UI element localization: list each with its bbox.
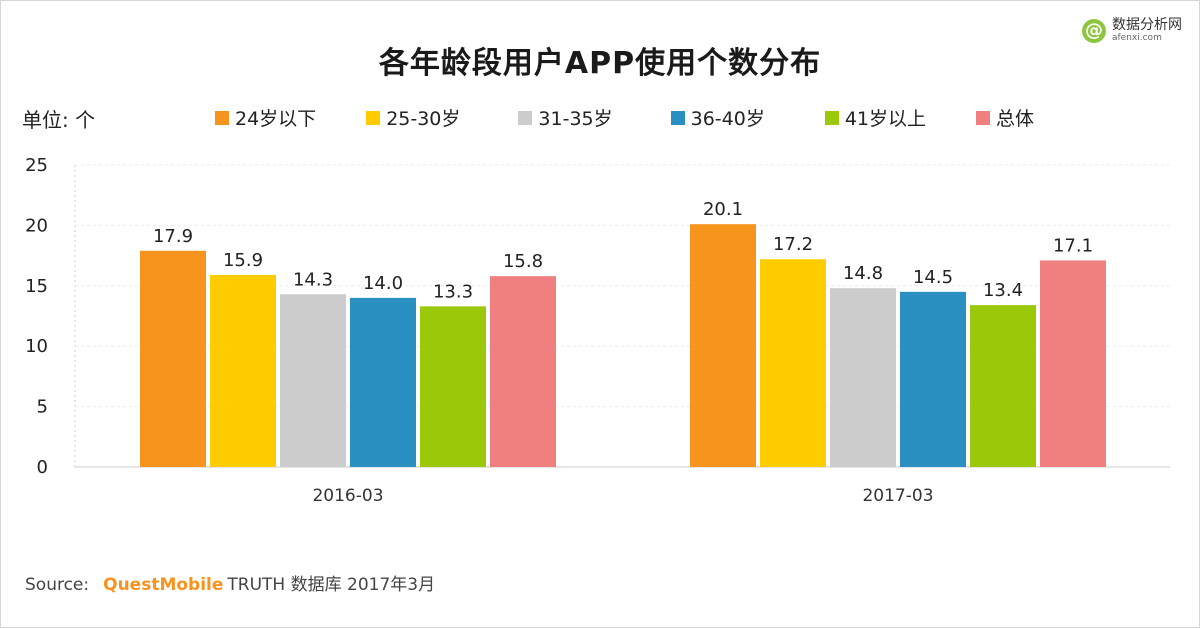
bar-value-label: 20.1: [703, 199, 743, 220]
legend-item: 36-40岁: [670, 104, 765, 131]
afenxi-logo: @ 数据分析网 afenxi.com: [1082, 18, 1182, 43]
bar-value-label: 17.1: [1053, 235, 1093, 256]
bar-value-label: 13.4: [983, 280, 1023, 301]
source-prefix: Source:: [25, 575, 90, 595]
bar-value-label: 17.9: [153, 226, 193, 247]
legend-item: 41岁以上: [824, 104, 927, 131]
legend-swatch: [215, 110, 229, 125]
bar: [1040, 260, 1106, 467]
legend-item: 24岁以下: [215, 104, 316, 131]
at-logo-icon: @: [1082, 18, 1106, 43]
legend-item: 25-30岁: [366, 104, 460, 131]
chart-title: 各年龄段用户APP使用个数分布: [378, 46, 822, 81]
y-tick-label: 25: [25, 155, 48, 176]
legend-label: 36-40岁: [690, 108, 765, 130]
y-tick-label: 15: [25, 276, 48, 297]
legend-item: 总体: [976, 104, 1034, 131]
bar: [280, 294, 346, 467]
y-tick-label: 20: [25, 215, 48, 236]
legend-label: 31-35岁: [538, 108, 613, 130]
bar: [900, 291, 966, 467]
bar: [140, 250, 206, 467]
logo-site: afenxi.com: [1112, 33, 1162, 43]
bar: [970, 305, 1036, 467]
bar: [420, 306, 486, 467]
chart-legend: 24岁以下 25-30岁 31-35岁 36-40岁 41岁以上 总体: [215, 104, 1034, 131]
legend-swatch: [824, 110, 839, 125]
bar-value-label: 14.8: [843, 263, 883, 284]
legend-label: 41岁以上: [844, 108, 927, 130]
source-brand: QuestMobile: [103, 575, 224, 595]
legend-item: 31-35岁: [518, 104, 613, 131]
legend-swatch: [670, 110, 685, 125]
logo-name: 数据分析网: [1112, 17, 1182, 33]
x-category-label: 2017-03: [862, 486, 933, 506]
legend-swatch: [518, 110, 533, 125]
bar-value-label: 15.9: [223, 250, 263, 271]
bar: [490, 276, 556, 467]
y-tick-label: 10: [25, 336, 48, 357]
y-tick-label: 0: [37, 457, 48, 478]
bar: [760, 259, 826, 467]
bar-value-label: 13.3: [433, 281, 473, 302]
bar: [210, 274, 276, 467]
bar: [350, 297, 416, 467]
source-note: Source: QuestMobile TRUTH 数据库 2017年3月: [25, 570, 435, 595]
x-category-label: 2016-03: [312, 486, 383, 506]
legend-label: 25-30岁: [386, 108, 461, 130]
y-tick-label: 5: [37, 397, 48, 418]
bar-value-label: 14.3: [293, 269, 333, 290]
legend-label: 总体: [996, 108, 1035, 130]
bar-value-label: 14.5: [913, 267, 953, 288]
legend-swatch: [976, 110, 991, 125]
bar: [690, 224, 756, 467]
bar-value-label: 14.0: [363, 273, 403, 294]
source-suffix: TRUTH 数据库 2017年3月: [227, 575, 436, 595]
legend-swatch: [366, 110, 381, 125]
unit-label: 单位: 个: [22, 108, 96, 132]
bar-value-label: 17.2: [773, 234, 813, 255]
bar: [830, 288, 896, 467]
bar-value-label: 15.8: [503, 251, 543, 272]
legend-label: 24岁以下: [235, 108, 317, 130]
